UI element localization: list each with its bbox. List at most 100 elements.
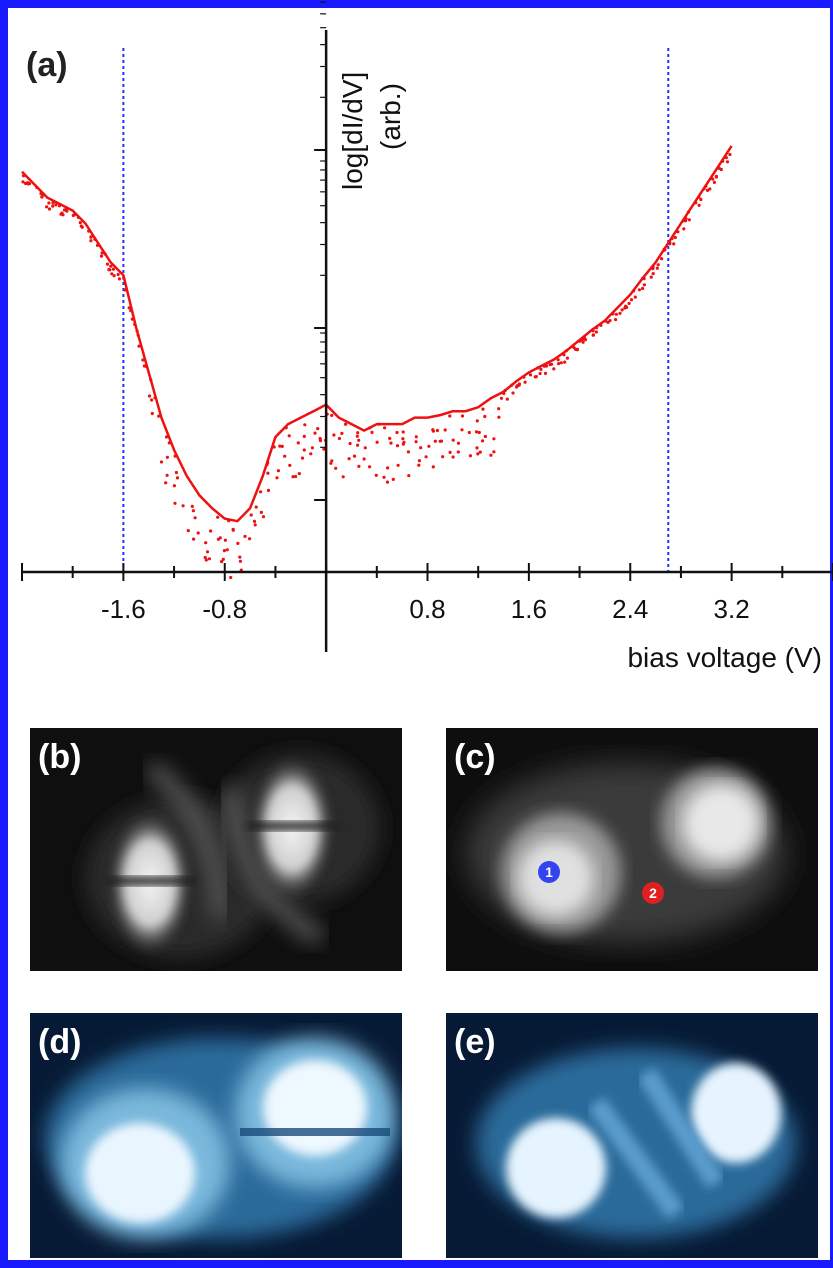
data-point [130, 317, 134, 321]
image-panel-e: (e) [446, 1013, 818, 1258]
data-point [476, 452, 480, 456]
data-point [633, 295, 637, 299]
data-point [149, 378, 153, 382]
image-panel-c: 1 2 (c) [446, 728, 818, 971]
data-point [64, 208, 68, 212]
marker-2-label: 2 [649, 885, 657, 901]
data-point [303, 423, 307, 427]
x-tick-label: -1.6 [101, 594, 146, 624]
panel-label-e: (e) [454, 1023, 496, 1061]
data-point [204, 558, 208, 562]
data-point [291, 475, 295, 479]
data-point [248, 537, 252, 541]
data-point [492, 437, 496, 441]
data-point [594, 330, 599, 334]
data-point [456, 441, 461, 445]
data-point [21, 180, 25, 184]
data-point [562, 353, 566, 357]
data-point [402, 440, 406, 444]
data-point [61, 213, 65, 217]
y-axis-unit: (arb.) [375, 83, 406, 150]
data-point [266, 488, 271, 492]
data-point [193, 516, 197, 520]
data-point [370, 430, 374, 434]
data-point [334, 466, 338, 470]
data-point [620, 308, 624, 312]
data-point [702, 187, 706, 191]
data-point [276, 469, 280, 473]
data-point [581, 340, 585, 344]
data-point [672, 242, 676, 246]
data-point [511, 391, 515, 395]
data-point [704, 184, 708, 188]
data-point [229, 575, 233, 580]
data-point [79, 224, 83, 228]
data-point [711, 177, 715, 181]
data-point [313, 431, 317, 435]
data-point [483, 414, 487, 419]
data-point [196, 531, 200, 535]
data-point [623, 306, 627, 310]
data-point [278, 444, 282, 448]
data-point [363, 446, 367, 450]
data-point [725, 160, 730, 164]
data-point [296, 441, 300, 445]
image-panel-d: (d) [30, 1013, 402, 1258]
data-point [481, 439, 485, 443]
data-point [382, 475, 386, 479]
data-point [362, 457, 366, 461]
data-point [431, 465, 435, 469]
data-point [456, 450, 460, 454]
data-point [357, 438, 361, 442]
data-point [116, 272, 120, 277]
data-point [497, 407, 501, 411]
data-point [129, 309, 133, 313]
data-point [477, 430, 481, 435]
data-point [123, 288, 127, 292]
data-point [173, 501, 177, 505]
data-point [51, 201, 55, 205]
data-point [216, 537, 220, 541]
data-point [401, 437, 405, 441]
data-point [209, 529, 213, 533]
data-point [478, 450, 482, 454]
data-point [297, 472, 301, 476]
data-point [536, 366, 540, 370]
x-tick-label: 1.6 [511, 594, 547, 624]
data-point [109, 264, 113, 268]
data-point [697, 203, 701, 207]
data-point [505, 397, 509, 401]
data-point [642, 277, 646, 281]
data-point [227, 519, 231, 523]
data-point [103, 252, 107, 256]
data-point [724, 156, 728, 160]
data-point [614, 318, 618, 322]
data-point [57, 204, 62, 208]
data-point [76, 215, 80, 219]
data-point [356, 431, 360, 435]
data-point [150, 411, 154, 416]
marker-1-label: 1 [545, 864, 553, 880]
data-point [259, 490, 263, 494]
data-point [87, 229, 91, 233]
data-point [45, 205, 49, 209]
data-point [417, 459, 421, 463]
data-point [649, 275, 653, 279]
data-point [468, 454, 472, 458]
data-point [266, 461, 270, 465]
data-point [557, 362, 561, 366]
data-point [407, 474, 411, 478]
data-point [191, 509, 195, 513]
data-point [294, 474, 298, 479]
data-point [721, 159, 725, 163]
x-tick-label: 2.4 [612, 594, 648, 624]
data-point [310, 446, 314, 450]
data-point [352, 454, 357, 458]
data-point [221, 557, 225, 562]
data-point [283, 454, 287, 458]
x-tick-label: 3.2 [714, 594, 750, 624]
data-point [272, 445, 276, 449]
panel-label-a: (a) [26, 46, 68, 84]
data-point [253, 523, 257, 527]
